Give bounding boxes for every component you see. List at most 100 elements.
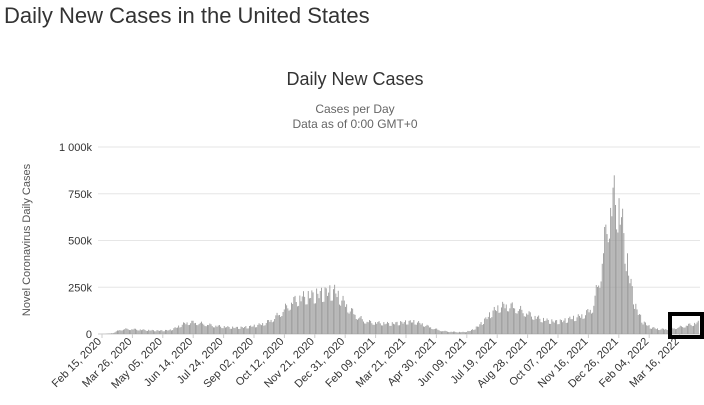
daily-bar: [689, 323, 691, 334]
daily-bar: [553, 322, 555, 334]
daily-bar: [189, 324, 190, 334]
daily-bar: [132, 329, 134, 334]
daily-bar: [311, 290, 313, 334]
daily-bar: [354, 314, 356, 334]
daily-bar: [388, 323, 390, 334]
daily-bar: [353, 314, 355, 334]
daily-bar: [495, 310, 496, 334]
daily-bar: [293, 297, 295, 334]
daily-bar: [436, 328, 438, 334]
daily-bar: [335, 293, 337, 334]
daily-bar: [587, 309, 589, 334]
daily-bar: [508, 311, 510, 334]
daily-bar: [639, 314, 640, 334]
daily-bar: [622, 208, 624, 334]
daily-bar: [576, 317, 578, 334]
daily-bar: [317, 293, 319, 334]
daily-bar: [258, 323, 260, 334]
daily-bar: [378, 321, 380, 334]
daily-bar: [462, 331, 464, 334]
daily-bar: [370, 320, 372, 334]
daily-bar: [486, 319, 488, 334]
daily-bar: [239, 328, 241, 334]
daily-bar: [606, 234, 608, 334]
daily-bar: [359, 317, 361, 334]
daily-bar: [371, 323, 373, 334]
daily-bar: [205, 326, 207, 334]
daily-bar: [484, 318, 486, 334]
daily-bar: [126, 328, 128, 334]
daily-bar: [346, 304, 348, 334]
daily-bar: [549, 323, 550, 334]
daily-bar: [382, 325, 384, 334]
daily-bar: [203, 324, 205, 334]
daily-bar: [492, 310, 494, 334]
daily-bar: [645, 322, 646, 334]
daily-bar: [439, 331, 441, 334]
daily-bar: [223, 326, 225, 334]
daily-bar: [181, 324, 183, 334]
daily-bar: [136, 329, 138, 334]
daily-bar: [297, 306, 298, 334]
daily-bar: [163, 331, 165, 334]
daily-bar: [249, 326, 250, 334]
daily-bar: [165, 329, 166, 334]
daily-bar: [477, 326, 478, 334]
daily-bar: [624, 263, 626, 334]
daily-bar: [589, 309, 591, 334]
daily-bar: [199, 322, 201, 334]
daily-bar: [367, 322, 369, 334]
daily-bar: [295, 302, 297, 334]
daily-bar: [233, 327, 235, 334]
daily-bar: [184, 322, 186, 334]
daily-bar: [161, 330, 163, 334]
daily-bar: [217, 325, 219, 334]
daily-bar: [573, 315, 574, 334]
daily-bar: [588, 312, 590, 334]
daily-bar: [666, 330, 668, 334]
daily-bar: [526, 313, 528, 334]
daily-bar: [123, 329, 124, 334]
daily-bar: [118, 330, 120, 334]
daily-bar: [503, 303, 505, 334]
daily-bar: [379, 323, 381, 334]
daily-bar: [468, 331, 470, 334]
chart-subtitle-date: Data as of 0:00 GMT+0: [292, 117, 417, 131]
daily-bar: [238, 328, 240, 334]
daily-bar: [409, 320, 411, 334]
daily-bar: [270, 319, 272, 334]
y-tick-label: 250k: [68, 282, 92, 294]
daily-bar: [312, 292, 314, 334]
daily-bar: [643, 321, 645, 334]
daily-bar: [425, 326, 427, 334]
daily-bar: [545, 320, 547, 334]
daily-bar: [648, 325, 650, 334]
daily-bar: [211, 326, 213, 334]
daily-bar: [652, 327, 654, 334]
daily-bar: [610, 207, 612, 334]
daily-bar: [437, 329, 439, 334]
daily-bar: [565, 322, 567, 334]
daily-bar: [691, 326, 693, 334]
daily-bar: [673, 328, 675, 334]
daily-bar: [520, 305, 522, 334]
daily-bar: [298, 305, 300, 334]
daily-bar: [601, 263, 603, 334]
daily-bar: [466, 332, 468, 334]
daily-bar: [348, 313, 350, 334]
daily-bar: [585, 315, 586, 334]
daily-bar: [299, 295, 301, 334]
daily-bar: [532, 319, 534, 334]
daily-bar: [413, 320, 415, 334]
daily-bar: [352, 308, 354, 334]
daily-bar: [201, 321, 202, 334]
daily-bar: [276, 312, 278, 334]
daily-bar: [403, 322, 405, 334]
daily-bar: [209, 323, 211, 334]
daily-bar: [253, 324, 255, 334]
daily-bar: [315, 303, 316, 334]
daily-bar: [603, 253, 604, 334]
daily-bar: [216, 326, 218, 334]
daily-bar: [274, 319, 276, 334]
daily-bar: [478, 326, 480, 334]
